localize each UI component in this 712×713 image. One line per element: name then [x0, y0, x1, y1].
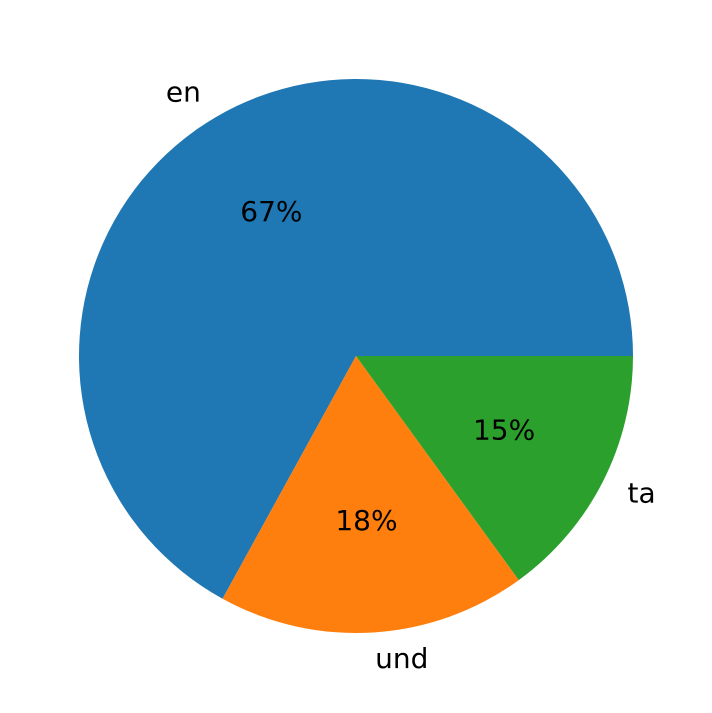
value-label: 15% — [473, 413, 535, 446]
category-label: und — [375, 642, 428, 675]
pie-slice — [78, 79, 634, 599]
value-label: 67% — [240, 195, 302, 228]
category-label: en — [166, 76, 201, 109]
pie-slice — [356, 356, 633, 581]
pie-slice — [222, 356, 519, 633]
value-label: 18% — [335, 504, 397, 537]
category-label: ta — [627, 476, 655, 509]
